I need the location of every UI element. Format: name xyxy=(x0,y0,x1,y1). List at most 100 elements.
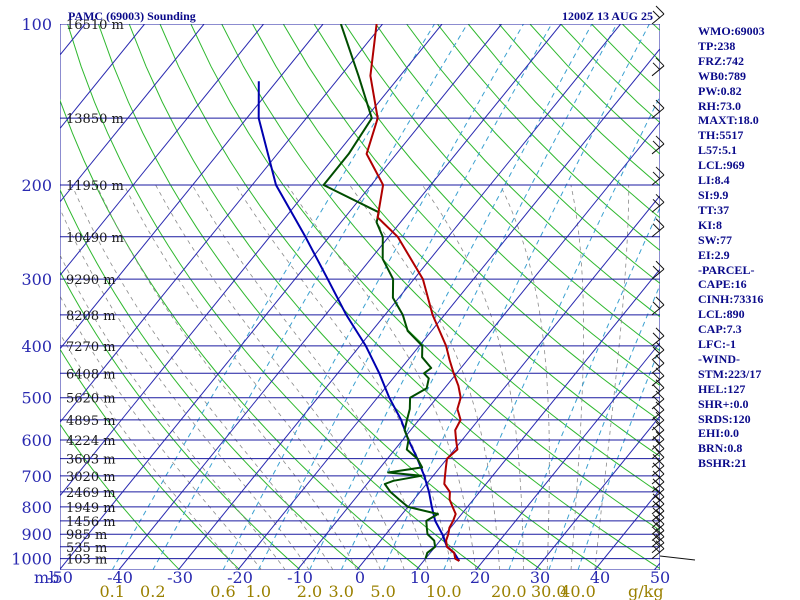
barb-flag xyxy=(655,193,665,203)
moist-adiabat xyxy=(570,184,584,570)
wind-barb xyxy=(651,327,665,347)
barb-staff xyxy=(651,465,665,477)
dry-adiabat xyxy=(437,24,660,252)
barb-flag xyxy=(652,445,661,453)
barb-flag xyxy=(655,166,665,176)
wind-barbs xyxy=(651,5,696,561)
index-line: LFC:-1 xyxy=(698,337,736,352)
barb-flag xyxy=(655,431,665,440)
isotherm xyxy=(60,24,264,277)
temperature-tick-label: -50 xyxy=(47,568,73,587)
temperature-tick-label: -20 xyxy=(227,568,253,587)
moist-adiabat xyxy=(422,184,524,570)
mixing-ratio-tick-label: 0.6 xyxy=(210,582,235,600)
barb-staff xyxy=(651,107,665,119)
barb-flag xyxy=(655,522,665,531)
barb-flag xyxy=(652,104,661,113)
wind-barb xyxy=(651,135,665,155)
barb-flag xyxy=(652,265,661,274)
height-level-label: 4224 m xyxy=(66,434,116,449)
index-line: KI:8 xyxy=(698,217,722,232)
wind-barb xyxy=(651,440,665,460)
height-level-label: 10490 m xyxy=(66,231,124,246)
barb-staff xyxy=(651,448,665,460)
wind-barb xyxy=(651,5,665,25)
height-level-label: 1456 m xyxy=(66,515,116,530)
moist-adiabat xyxy=(60,295,262,570)
barb-flag xyxy=(652,359,661,368)
height-level-label: 8208 m xyxy=(66,309,116,324)
moist-adiabat xyxy=(60,254,286,570)
plot-frame xyxy=(60,24,660,570)
storm-motion-line xyxy=(659,555,696,561)
index-line: LI:8.4 xyxy=(698,173,730,188)
barb-staff xyxy=(651,409,665,421)
index-line: TT:37 xyxy=(698,202,730,217)
wind-barb xyxy=(651,449,665,468)
isotherm xyxy=(177,24,621,570)
barb-staff xyxy=(651,226,665,238)
dry-adiabat xyxy=(313,24,660,387)
mixing-ratio-line xyxy=(340,24,618,570)
index-line: MAXT:18.0 xyxy=(698,113,759,128)
barb-flag xyxy=(655,354,665,364)
height-level-label: 9290 m xyxy=(66,273,116,288)
barb-flag xyxy=(652,470,661,479)
barb-staff xyxy=(651,419,665,431)
mixing-ratio-tick-label: 30.0 xyxy=(531,582,567,600)
index-line: CAP:7.3 xyxy=(698,322,742,337)
temperature-tick-label: 40 xyxy=(590,568,610,587)
barb-flag xyxy=(652,406,661,415)
barb-flag xyxy=(652,10,661,19)
moist-adiabat xyxy=(191,184,429,570)
chart-series xyxy=(257,24,462,562)
barb-staff xyxy=(651,439,665,450)
isotherm xyxy=(60,24,383,424)
moist-adiabat xyxy=(594,185,630,570)
barb-flag xyxy=(652,454,661,462)
mixing-ratio-line xyxy=(222,24,524,570)
moist-adiabat xyxy=(60,208,310,570)
barb-staff xyxy=(651,489,665,500)
index-line: WB0:789 xyxy=(698,68,746,83)
mixing-ratio-tick-label: 20.0 xyxy=(491,582,527,600)
dry-adiabat xyxy=(282,24,660,422)
height-level-label: 4895 m xyxy=(66,414,116,429)
isotherm xyxy=(118,24,562,570)
barb-staff xyxy=(651,174,665,186)
barb-staff xyxy=(651,398,665,410)
pressure-tick-label: 600 xyxy=(21,431,52,450)
barb-flag xyxy=(652,198,661,207)
moist-adiabat xyxy=(71,184,334,570)
index-line: SRDS:120 xyxy=(698,411,751,426)
height-level-label: 3020 m xyxy=(66,470,116,485)
mixing-ratio-tick-label: 0.1 xyxy=(99,582,124,600)
index-line: TP:238 xyxy=(698,38,736,53)
barb-staff xyxy=(651,362,665,374)
pressure-tick-label: 700 xyxy=(21,467,52,486)
barb-flag xyxy=(652,486,661,494)
index-line: TH:5517 xyxy=(698,128,744,143)
barb-flag xyxy=(652,507,661,516)
pressure-tick-label: 900 xyxy=(21,525,52,544)
barb-staff xyxy=(651,481,665,493)
wind-barb xyxy=(651,99,665,119)
isotherm xyxy=(415,268,660,570)
barb-staff xyxy=(651,536,665,548)
barb-flag xyxy=(655,449,665,458)
barb-flag xyxy=(655,57,665,67)
index-line: -PARCEL- xyxy=(698,262,755,277)
index-line: LCL:890 xyxy=(698,307,745,322)
wind-barb xyxy=(651,218,665,238)
height-level-label: 11950 m xyxy=(66,179,124,194)
pressure-tick-label: 1000 xyxy=(11,550,52,569)
height-level-label: 2469 m xyxy=(66,486,116,501)
mixing-ratio-line xyxy=(309,24,593,570)
index-line: FRZ:742 xyxy=(698,53,744,68)
index-line: CAPE:16 xyxy=(698,277,747,292)
barb-staff xyxy=(651,542,665,554)
barb-flag xyxy=(652,301,661,310)
height-level-label: 985 m xyxy=(66,528,107,543)
moist-adiabat xyxy=(286,184,477,570)
isotherm xyxy=(475,341,660,570)
